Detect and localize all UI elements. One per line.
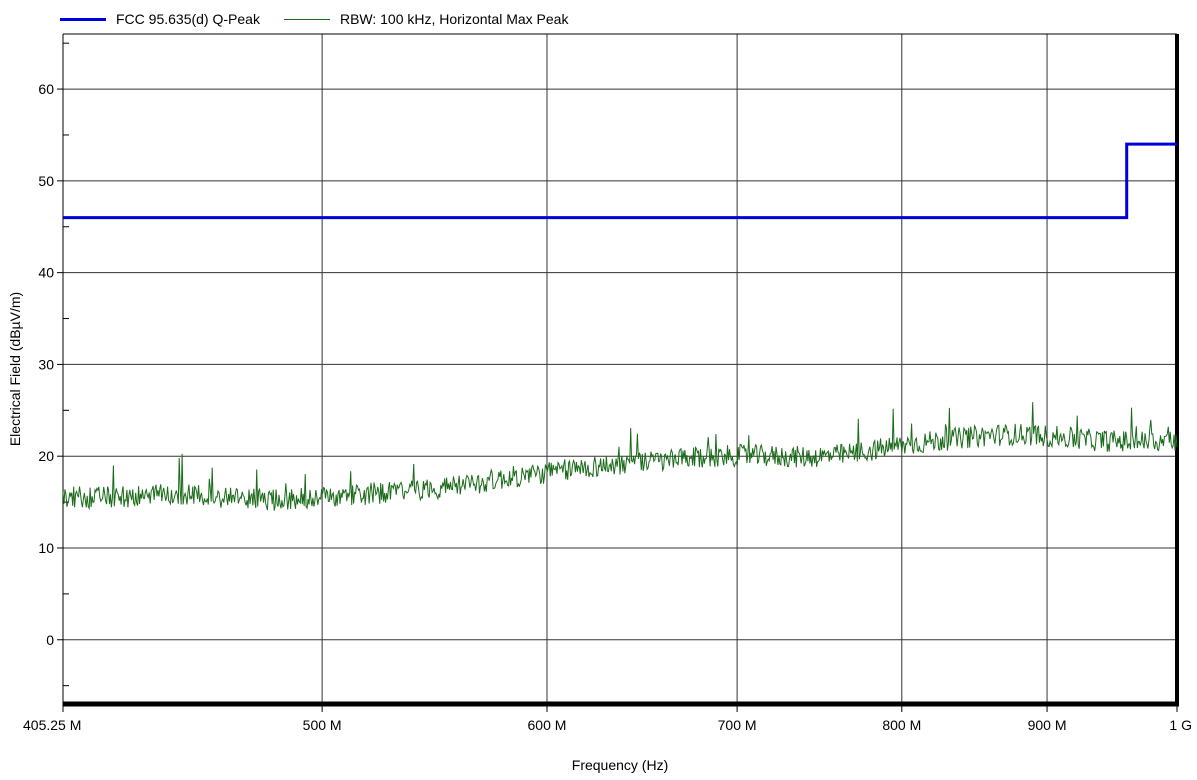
y-tick-label: 30 bbox=[38, 356, 54, 372]
x-axis-title: Frequency (Hz) bbox=[572, 757, 668, 773]
x-tick-label: 600 M bbox=[528, 717, 567, 733]
y-tick-label: 40 bbox=[38, 265, 54, 281]
series-line-measurement bbox=[62, 402, 1178, 511]
y-tick-label: 0 bbox=[46, 632, 54, 648]
plot-area bbox=[63, 34, 1177, 704]
y-tick-label: 10 bbox=[38, 540, 54, 556]
legend-swatch-measurement bbox=[283, 18, 330, 20]
x-tick-label: 700 M bbox=[718, 717, 757, 733]
y-tick-label: 50 bbox=[38, 173, 54, 189]
legend-swatch-limit bbox=[60, 17, 106, 21]
y-tick-label: 20 bbox=[38, 448, 54, 464]
series-line-limit bbox=[63, 142, 1177, 220]
x-tick-label: 800 M bbox=[882, 717, 921, 733]
x-tick-label: 405.25 M bbox=[23, 717, 81, 733]
y-axis-title: Electrical Field (dBµV/m) bbox=[7, 292, 23, 446]
legend-label-limit: FCC 95.635(d) Q-Peak bbox=[116, 11, 260, 27]
x-tick-label: 500 M bbox=[303, 717, 342, 733]
x-tick-label: 1 G bbox=[1169, 717, 1192, 733]
y-tick-label: 60 bbox=[38, 81, 54, 97]
legend-item-measurement: RBW: 100 kHz, Horizontal Max Peak bbox=[283, 11, 569, 27]
legend-label-measurement: RBW: 100 kHz, Horizontal Max Peak bbox=[339, 11, 569, 27]
x-tick-label: 900 M bbox=[1028, 717, 1067, 733]
chart-legend: FCC 95.635(d) Q-Peak RBW: 100 kHz, Horiz… bbox=[60, 8, 592, 30]
legend-item-limit: FCC 95.635(d) Q-Peak bbox=[60, 11, 260, 27]
